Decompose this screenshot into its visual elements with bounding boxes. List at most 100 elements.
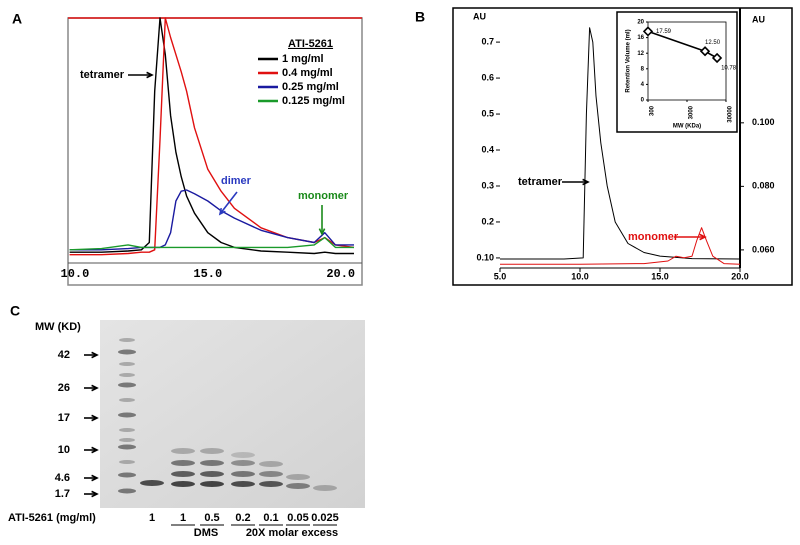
sample-band: [259, 471, 283, 477]
ladder-band: [118, 412, 136, 418]
mw-marker: 10: [58, 444, 70, 456]
y-tick-label: 0.7: [481, 36, 494, 46]
legend-title: ATI-5261: [288, 38, 333, 50]
inset-frame: [616, 11, 738, 133]
annotation: tetramer: [518, 176, 563, 188]
sample-band: [200, 460, 224, 466]
legend-label: 0.25 mg/ml: [282, 81, 339, 93]
annotation: monomer: [628, 231, 679, 243]
value-label: 10.78: [721, 66, 737, 72]
sample-band: [171, 471, 195, 477]
sample-band: [286, 483, 310, 489]
mw-marker: 42: [58, 349, 70, 361]
data-point: [642, 26, 654, 37]
group-label: DMS: [194, 527, 218, 539]
arrow-head: [146, 71, 154, 79]
gel: 42 26 17 10 4.6 1.7 ATI-5261 (mg/ml) 1 1 0.5 0.2 0.…: [8, 338, 339, 539]
lane-label: 0.5: [204, 512, 219, 524]
legend-label: 0.4 mg/ml: [282, 67, 333, 79]
sample-band: [200, 448, 224, 454]
value-label: 17.59: [656, 29, 672, 35]
x-tick-label: 20.0: [326, 267, 355, 281]
y-tick-label: 0.5: [481, 108, 494, 118]
sample-band: [286, 474, 310, 480]
arrow-head: [218, 207, 226, 216]
y-axis-title: AU: [473, 11, 486, 21]
data-line: [500, 227, 741, 265]
mw-label: MW (KD): [35, 321, 81, 333]
data-point: [711, 52, 723, 64]
mw-marker: 17: [58, 412, 70, 424]
annotation: dimer: [221, 175, 252, 187]
y-tick-label: 8: [641, 66, 645, 72]
lane-label: 0.1: [263, 512, 278, 524]
sample-band: [231, 481, 255, 487]
panel-label: C: [10, 303, 20, 319]
sample-band: [200, 471, 224, 477]
annotation: tetramer: [80, 69, 125, 81]
y-tick-label: 20: [637, 20, 644, 26]
arrow-head: [91, 446, 99, 454]
y-tick-label: 0.6: [481, 72, 494, 82]
x-tick-label: 10.0: [571, 271, 589, 281]
sample-band: [200, 481, 224, 487]
gel-image: [100, 320, 365, 508]
x-tick-label: 300: [650, 105, 656, 116]
sample-band: [140, 480, 164, 486]
chart-a: 10.0 15.0 20.0 ATI-5261 1 mg/ml 0.4 mg/ml 0.25…: [61, 17, 355, 281]
arrow-head: [699, 233, 707, 241]
panel-label: B: [415, 9, 425, 25]
group-label: 20X molar excess: [246, 527, 338, 539]
y-tick-label: 12: [637, 51, 644, 57]
y-tick-label: 16: [637, 35, 644, 41]
ladder-band: [119, 398, 135, 402]
arrow-head: [91, 384, 99, 392]
arrow-head: [91, 351, 99, 359]
x-tick-label: 15.0: [651, 271, 669, 281]
sample-band: [313, 485, 337, 491]
x-tick-label: 10.0: [61, 267, 90, 281]
arrow-head: [582, 178, 590, 186]
ladder-band: [118, 472, 136, 478]
ladder-band: [118, 349, 136, 355]
y-tick-label: 0.2: [481, 216, 494, 226]
lane-label: 1: [180, 512, 186, 524]
y-tick-label: 0.10: [476, 252, 494, 262]
data-line: [69, 236, 354, 251]
sample-band: [259, 481, 283, 487]
lane-label: 0.05: [287, 512, 308, 524]
legend-label: 0.125 mg/ml: [282, 95, 345, 107]
mw-marker: 26: [58, 382, 70, 394]
mw-marker: 4.6: [55, 472, 70, 484]
annotation: monomer: [298, 190, 349, 202]
y-tick-label: 4: [641, 82, 645, 88]
x-tick-label: 3000: [689, 105, 695, 119]
x-tick-label: 30000: [728, 105, 734, 122]
sample-band: [171, 481, 195, 487]
arrow-head: [91, 474, 99, 482]
ladder-band: [119, 338, 135, 342]
y2-axis-title: AU: [752, 14, 765, 24]
arrow-line: [219, 191, 238, 215]
ladder-band: [118, 382, 136, 388]
y2-tick-label: 0.100: [752, 117, 775, 127]
legend-label: 1 mg/ml: [282, 53, 324, 65]
chart-b: 5.0 10.0 15.0 20.0 0.10 0.2 0.3 0.4 0.5 0.6 0.7 0.0…: [473, 11, 775, 281]
sample-band: [171, 460, 195, 466]
sample-label: ATI-5261 (mg/ml): [8, 512, 96, 524]
arrow-head: [91, 414, 99, 422]
data-point: [699, 46, 711, 57]
sample-band: [259, 461, 283, 467]
plot-frame: [67, 17, 363, 286]
sample-band: [231, 460, 255, 466]
y-tick-label: 0.4: [481, 144, 494, 154]
ladder-band: [119, 438, 135, 442]
lane-label: 1: [149, 512, 155, 524]
y2-tick-label: 0.060: [752, 244, 775, 254]
mw-marker: 1.7: [55, 488, 70, 500]
lane-label: 0.025: [311, 512, 339, 524]
ladder-band: [118, 488, 136, 494]
y2-tick-label: 0.080: [752, 181, 775, 191]
lane-label: 0.2: [235, 512, 250, 524]
